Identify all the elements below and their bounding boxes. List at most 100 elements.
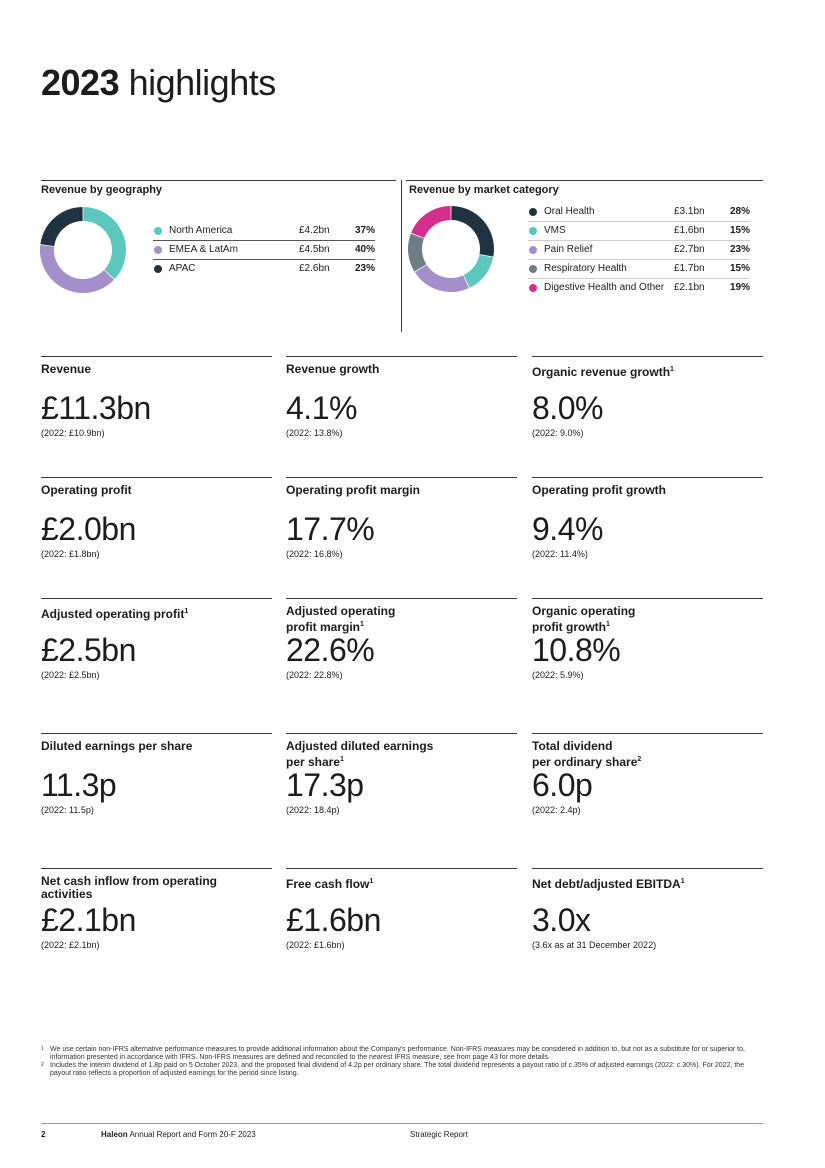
category-donut-chart bbox=[408, 206, 494, 292]
kpi-prior-year: (2022: £1.8bn) bbox=[41, 549, 100, 559]
kpi-label: Operating profit growth bbox=[532, 484, 763, 512]
kpi-label: Revenue growth bbox=[286, 363, 517, 391]
kpi-label-line2: profit margin bbox=[286, 620, 360, 634]
kpi-rule bbox=[41, 733, 272, 734]
footnote-number: 2 bbox=[41, 1062, 44, 1068]
legend-name: Oral Health bbox=[544, 206, 595, 217]
kpi-label: Adjusted operating profit margin1 bbox=[286, 605, 517, 634]
donut-segment-oral-health bbox=[450, 206, 494, 257]
kpi-organic-revenue-growth: Organic revenue growth1 8.0% (2022: 9.0%… bbox=[532, 356, 763, 438]
kpi-adjusted-operating-profit-margin: Adjusted operating profit margin1 22.6% (… bbox=[286, 598, 517, 680]
donut-segment-emea-latam bbox=[40, 245, 115, 293]
vms-dot bbox=[529, 227, 537, 235]
legend-row-respiratory-health: Respiratory Health £1.7bn 15% bbox=[528, 260, 750, 279]
kpi-rule bbox=[532, 598, 763, 599]
legend-name: VMS bbox=[544, 225, 566, 236]
kpi-rule bbox=[286, 733, 517, 734]
category-panel-title: Revenue by market category bbox=[409, 184, 559, 196]
kpi-rule bbox=[532, 733, 763, 734]
kpi-prior-year: (2022: 18.4p) bbox=[286, 805, 340, 815]
page-title: 2023 highlights bbox=[41, 62, 276, 104]
kpi-prior-year: (2022: 22.8%) bbox=[286, 670, 343, 680]
footnote-ref: 1 bbox=[680, 878, 685, 885]
kpi-label: Adjusted operating profit1 bbox=[41, 605, 272, 633]
legend-name: EMEA & LatAm bbox=[169, 244, 238, 255]
kpi-label-line1: Net debt/adjusted EBITDA bbox=[532, 877, 681, 891]
kpi-net-cash-inflow: Net cash inflow from operating activities… bbox=[41, 868, 272, 950]
legend-name: North America bbox=[169, 225, 233, 236]
kpi-label: Free cash flow1 bbox=[286, 875, 517, 903]
footnote-ref: 2 bbox=[637, 756, 642, 763]
kpi-label-line1: Operating profit growth bbox=[532, 483, 666, 497]
kpi-value: 8.0% bbox=[532, 390, 603, 426]
legend-row-apac: APAC £2.6bn 23% bbox=[153, 260, 375, 278]
legend-pct: 15% bbox=[729, 263, 750, 274]
kpi-label-line1: Operating profit bbox=[41, 483, 132, 497]
kpi-label-line1: Revenue bbox=[41, 362, 92, 376]
kpi-label-line1: Free cash flow bbox=[286, 877, 370, 891]
geography-donut-chart bbox=[40, 207, 126, 293]
geo-panel-rule bbox=[41, 180, 396, 181]
kpi-operating-profit: Operating profit £2.0bn (2022: £1.8bn) bbox=[41, 477, 272, 559]
kpi-prior-year: (2022: 9.0%) bbox=[532, 428, 584, 438]
kpi-operating-profit-margin: Operating profit margin 17.7% (2022: 16.… bbox=[286, 477, 517, 559]
kpi-label: Adjusted diluted earnings per share1 bbox=[286, 740, 517, 769]
kpi-value: 9.4% bbox=[532, 511, 603, 547]
kpi-operating-profit-growth: Operating profit growth 9.4% (2022: 11.4… bbox=[532, 477, 763, 559]
kpi-prior-year: (2022: £2.5bn) bbox=[41, 670, 100, 680]
kpi-prior-year: (2022: £1.6bn) bbox=[286, 940, 345, 950]
kpi-prior-year: (2022: 11.5p) bbox=[41, 805, 94, 815]
kpi-net-debt-ebitda: Net debt/adjusted EBITDA1 3.0x (3.6x as … bbox=[532, 868, 763, 950]
donut-segment-digestive-health-and-other bbox=[411, 206, 452, 239]
kpi-prior-year: (3.6x as at 31 December 2022) bbox=[532, 940, 657, 950]
title-rest: highlights bbox=[128, 62, 277, 103]
legend-pct: 19% bbox=[729, 282, 750, 293]
legend-value: £2.6bn bbox=[299, 263, 330, 274]
kpi-label-line1: Diluted earnings per share bbox=[41, 739, 193, 753]
legend-row-digestive-health: Digestive Health and Other £2.1bn 19% bbox=[528, 279, 750, 297]
apac-dot bbox=[154, 265, 162, 273]
footnote-ref: 1 bbox=[184, 608, 189, 615]
legend-value: £2.1bn bbox=[674, 282, 705, 293]
footnote-ref: 1 bbox=[670, 366, 674, 373]
kpi-prior-year: (2022: £2.1bn) bbox=[41, 940, 100, 950]
footer-report-title: Annual Report and Form 20-F 2023 bbox=[129, 1130, 256, 1139]
legend-name: Digestive Health and Other bbox=[544, 282, 665, 293]
footnote-ref: 1 bbox=[369, 878, 374, 885]
kpi-rule bbox=[41, 868, 272, 869]
footnote-text: Includes the interim dividend of 1.8p pa… bbox=[50, 1062, 745, 1077]
legend-row-emea-latam: EMEA & LatAm £4.5bn 40% bbox=[153, 241, 375, 260]
kpi-rule bbox=[286, 598, 517, 599]
kpi-label: Revenue bbox=[41, 363, 272, 391]
kpi-label: Total dividend per ordinary share2 bbox=[532, 740, 763, 769]
kpi-value: £2.5bn bbox=[41, 632, 136, 668]
footnotes: 1 We use certain non-IFRS alternative pe… bbox=[41, 1046, 753, 1078]
footer-brand: Haleon bbox=[101, 1130, 128, 1139]
kpi-adjusted-operating-profit: Adjusted operating profit1 £2.5bn (2022:… bbox=[41, 598, 272, 680]
kpi-value: £1.6bn bbox=[286, 902, 381, 938]
donut-segment-respiratory-health bbox=[408, 233, 427, 272]
footer-report: Haleon Annual Report and Form 20-F 2023 bbox=[101, 1130, 256, 1139]
kpi-label-line1: Net cash inflow from operating bbox=[41, 874, 218, 888]
kpi-revenue-growth: Revenue growth 4.1% (2022: 13.8%) bbox=[286, 356, 517, 438]
respiratory-health-dot bbox=[529, 265, 537, 273]
panel-divider bbox=[401, 180, 402, 332]
kpi-prior-year: (2022: 16.8%) bbox=[286, 549, 343, 559]
kpi-rule bbox=[286, 477, 517, 478]
kpi-value: £2.1bn bbox=[41, 902, 136, 938]
kpi-rule bbox=[286, 356, 517, 357]
legend-row-north-america: North America £4.2bn 37% bbox=[153, 222, 375, 241]
title-year: 2023 bbox=[41, 62, 120, 103]
kpi-label: Operating profit margin bbox=[286, 484, 517, 512]
geo-panel-title: Revenue by geography bbox=[41, 184, 163, 196]
kpi-prior-year: (2022: 2.4p) bbox=[532, 805, 581, 815]
kpi-diluted-eps: Diluted earnings per share 11.3p (2022: … bbox=[41, 733, 272, 815]
kpi-value: 10.8% bbox=[532, 632, 621, 668]
kpi-label-line1: Organic operating bbox=[532, 604, 636, 618]
kpi-label-line1: Organic revenue growth bbox=[532, 365, 671, 379]
kpi-prior-year: (2022: 13.8%) bbox=[286, 428, 343, 438]
donut-segment-north-america bbox=[82, 207, 126, 280]
kpi-rule bbox=[532, 868, 763, 869]
kpi-free-cash-flow: Free cash flow1 £1.6bn (2022: £1.6bn) bbox=[286, 868, 517, 950]
kpi-value: 17.3p bbox=[286, 767, 364, 803]
